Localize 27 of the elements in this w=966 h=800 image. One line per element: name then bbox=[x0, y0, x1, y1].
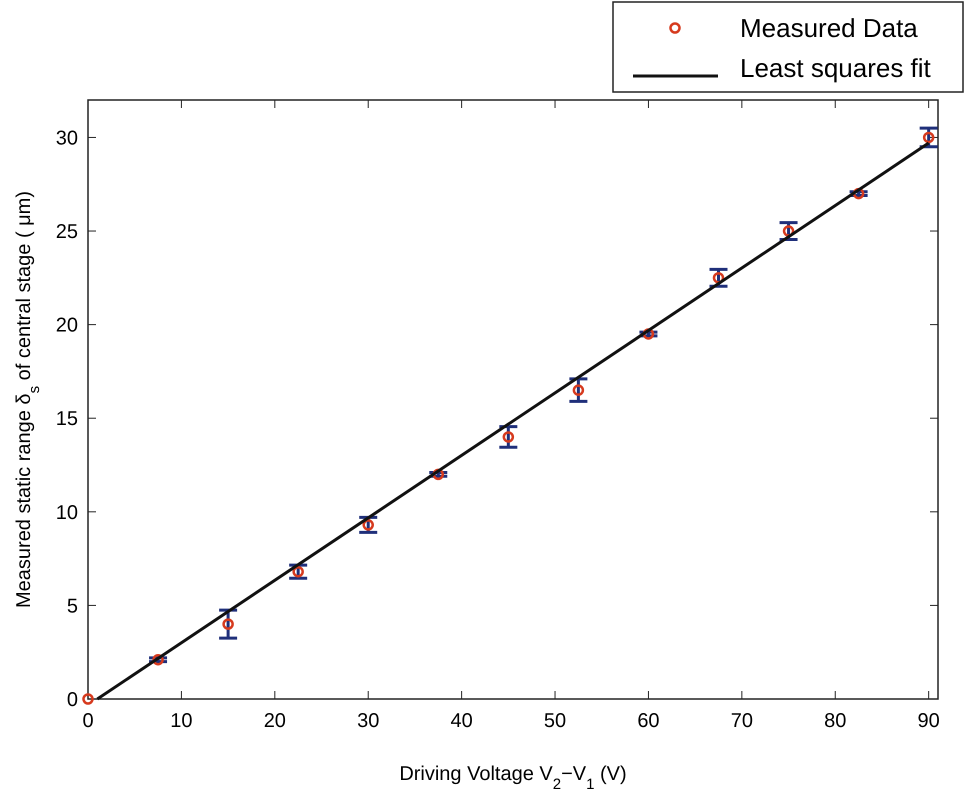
x-axis-title: Driving Voltage V$_{2}$−V$_{1}$ (V) bbox=[399, 763, 627, 792]
y-tick-label: 15 bbox=[56, 408, 78, 430]
point bbox=[362, 519, 374, 531]
x-tick-label: 30 bbox=[357, 710, 380, 732]
x-tick-label: 90 bbox=[918, 710, 940, 732]
y-tick-label: 5 bbox=[66, 595, 78, 618]
x-tick-label: 40 bbox=[450, 710, 473, 732]
x-tick-label: 50 bbox=[544, 710, 566, 732]
x-tick-label: 60 bbox=[637, 710, 660, 732]
y-tick-label: 10 bbox=[56, 502, 78, 524]
x-tick-label: 20 bbox=[264, 710, 286, 732]
point bbox=[82, 693, 94, 705]
x-tick-label: 70 bbox=[730, 710, 753, 732]
point bbox=[292, 566, 304, 578]
y-tick-label: 0 bbox=[66, 689, 78, 711]
x-tick-label: 80 bbox=[824, 710, 846, 732]
legend-label: Measured Data bbox=[740, 13, 918, 44]
point bbox=[502, 431, 514, 443]
y-tick-label: 30 bbox=[56, 127, 78, 150]
y-tick-label: 25 bbox=[56, 221, 78, 244]
point bbox=[572, 384, 584, 396]
x-tick-label: 10 bbox=[170, 710, 193, 732]
point bbox=[222, 618, 234, 630]
point bbox=[922, 132, 934, 144]
x-tick-label: 0 bbox=[82, 710, 94, 732]
y-tick-label: 20 bbox=[56, 314, 78, 337]
legend-label: Least squares fit bbox=[740, 53, 932, 84]
